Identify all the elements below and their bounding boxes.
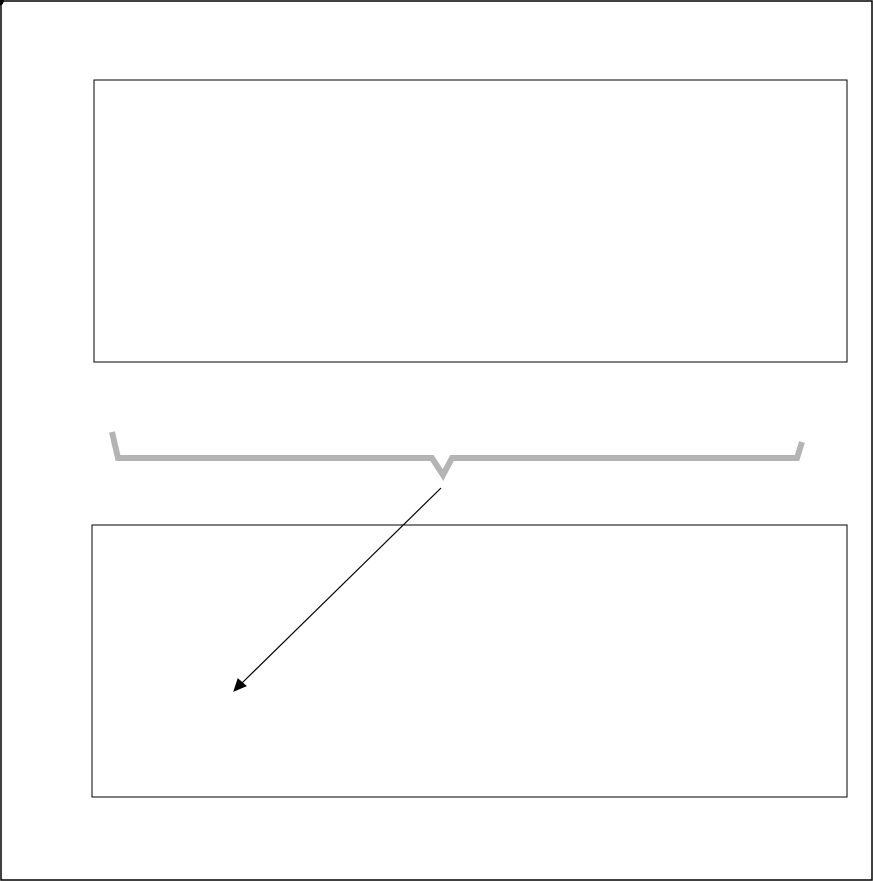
top-plot-frame: [93, 79, 848, 363]
bracket: [109, 431, 805, 481]
bottom-chart: [0, 0, 848, 798]
bottom-plot-frame: [91, 524, 848, 798]
pointer-arrow-line: [241, 487, 442, 684]
highlight-marker: [0, 0, 4, 6]
pointer-arrow-head: [233, 678, 247, 692]
top-chart: [93, 79, 848, 363]
zoom-connector: [109, 431, 805, 692]
